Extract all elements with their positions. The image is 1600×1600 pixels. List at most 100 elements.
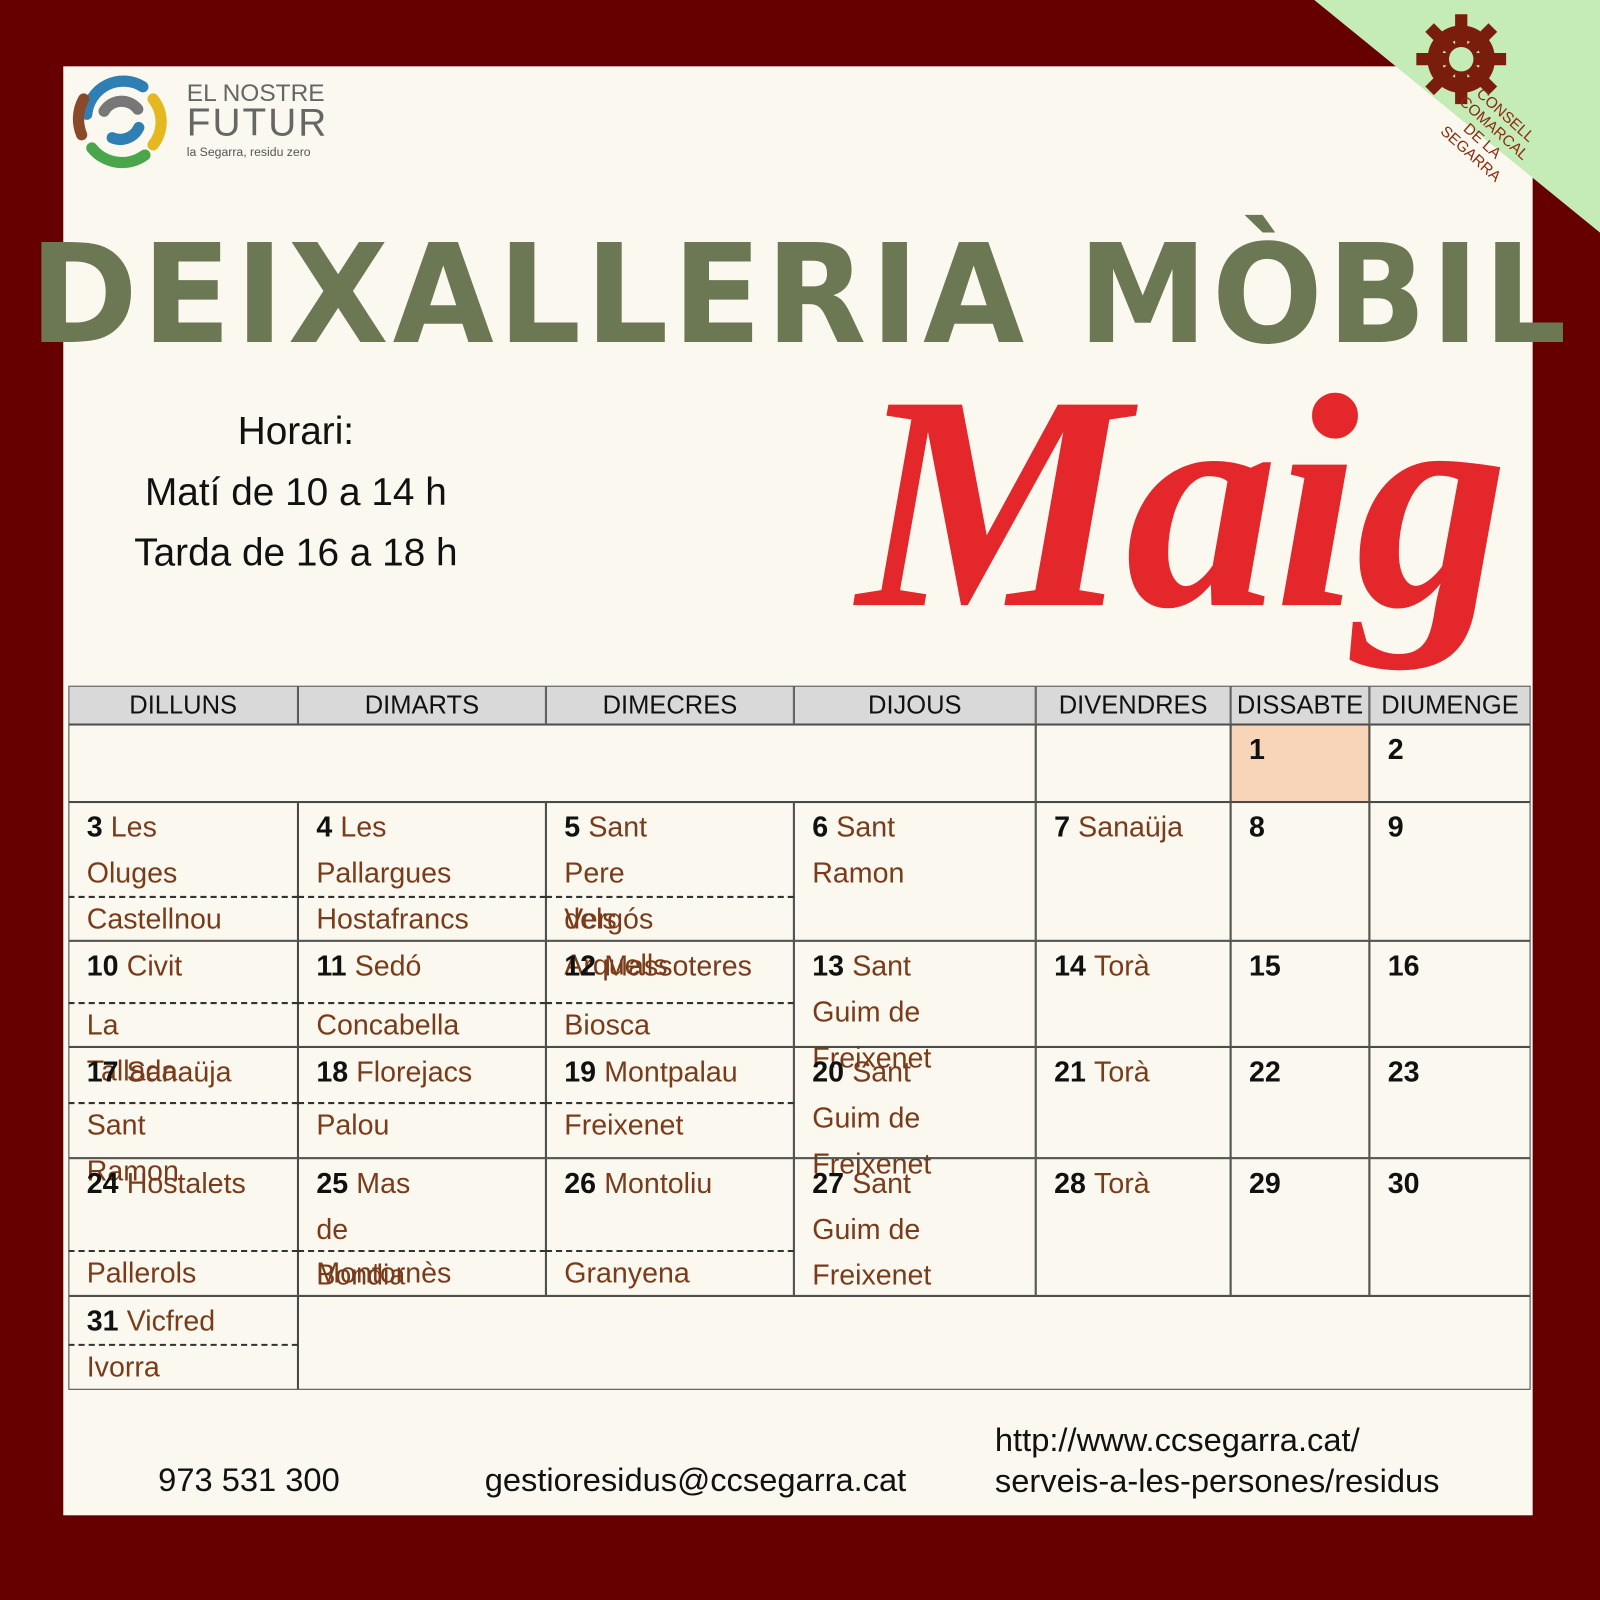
cell-text: 31 Vicfred [87,1298,215,1344]
day-number: 15 [1248,949,1281,982]
place-2: Concabella [316,1009,460,1041]
cell [68,940,298,1047]
cell [1369,724,1531,803]
cell-text: 5 Sant Pere dels Arquells [564,804,667,988]
place: Sant Guim de Freixenet [812,1056,932,1180]
place: Sanaüja [1078,811,1184,843]
cell-text: 22 [1249,1049,1289,1095]
cell-text: 6 Sant Ramon [812,804,904,896]
cell [297,1295,1531,1390]
place-2: La Tallada [86,1009,178,1087]
cell-text: 2 [1388,727,1412,773]
place: Hostalets [126,1167,246,1199]
divider [297,895,546,898]
place-2: Vergós [564,903,654,935]
cell [545,940,794,1047]
divider [68,1102,298,1105]
place: Civit [126,949,183,982]
day-number: 10 [86,949,119,982]
cell [1230,940,1370,1047]
place-2: Hostafrancs [316,903,469,935]
title: DEIXALLERIA MÒBIL [29,215,1571,376]
day-header: DISSABTE [1230,685,1370,725]
place-2: Castellnou [86,903,222,935]
divider [545,895,794,898]
day-number: 25 [316,1167,349,1199]
place: Montpalau [604,1056,738,1088]
cell-text: 29 [1249,1160,1289,1206]
place-2: Ivorra [86,1351,160,1383]
place: Les Pallargues [316,811,452,889]
day-number: 27 [812,1167,845,1199]
place-2: Palou [316,1109,390,1141]
cell-text: 21 Torà [1054,1049,1150,1095]
cell-text: 7 Sanaüja [1054,804,1183,850]
cell [68,1295,298,1390]
cell [68,724,1036,803]
cell [1369,1046,1531,1159]
day-header: DILLUNS [68,685,298,725]
divider [545,1002,794,1005]
cell [1230,1158,1370,1296]
cell-text: 4 Les Pallargues [316,804,451,896]
divider [68,1343,298,1346]
cell [1230,724,1370,803]
cell [297,940,546,1047]
divider [68,895,298,898]
schedule-line: Horari: [237,410,355,454]
cell [297,1158,546,1296]
cell [1035,940,1231,1047]
url-line: http://www.ccsegarra.cat/ [994,1421,1360,1459]
place: Sant Guim de Freixenet [812,1167,932,1291]
day-number: 22 [1248,1056,1281,1088]
day-header: DIJOUS [793,685,1036,725]
cell-text: 11 Sedó [316,943,421,989]
day-number: 29 [1248,1167,1281,1199]
cell-text: 25 Mas de Bondia [316,1160,410,1298]
cell-text: 28 Torà [1054,1160,1150,1206]
cell [68,802,298,941]
cell-text: 26 Montoliu [564,1160,712,1206]
divider [68,1002,298,1005]
cell [545,802,794,941]
cell [1369,940,1531,1047]
day-number: 2 [1387,733,1404,766]
cell-text: 23 [1388,1049,1428,1095]
day-number: 12 [564,949,597,982]
place: Torà [1094,949,1150,982]
place: Sant Pere dels Arquells [564,811,668,981]
cell [793,1158,1036,1296]
cell-text: 19 Montpalau [564,1049,737,1095]
logo-tagline: la Segarra, residu zero [186,144,311,160]
logo-line1: EL NOSTRE [186,79,325,108]
place: Sanaüja [126,1056,232,1088]
schedule-line: Tarda de 16 a 18 h [134,531,458,575]
cell-text: 18 Florejacs [316,1049,472,1095]
cell [1035,1158,1231,1296]
day-number: 3 [86,811,103,843]
day-number: 8 [1248,811,1265,843]
cell [1035,802,1231,941]
cell-text: 27 Sant Guim de Freixenet [812,1160,931,1298]
cell-text: 10 Civit [87,943,183,989]
divider [545,1102,794,1105]
url-line: serveis-a-les-persones/residus [994,1462,1440,1499]
day-header: DIVENDRES [1035,685,1231,725]
day-number: 23 [1387,1056,1420,1088]
cell-text: 14 Torà [1054,943,1150,989]
cell [545,1158,794,1296]
place-2: Montornès [316,1257,452,1289]
cell [297,802,546,941]
day-number: 14 [1054,949,1086,982]
day-number: 13 [812,949,845,982]
day-header: DIMARTS [297,685,546,725]
day-number: 16 [1387,949,1420,982]
divider [68,1249,298,1253]
place-2: Granyena [564,1257,690,1289]
cell-text: 15 [1249,943,1289,989]
place-2: Sant Ramon [86,1109,179,1187]
divider [297,1002,546,1005]
day-number: 11 [316,949,347,982]
